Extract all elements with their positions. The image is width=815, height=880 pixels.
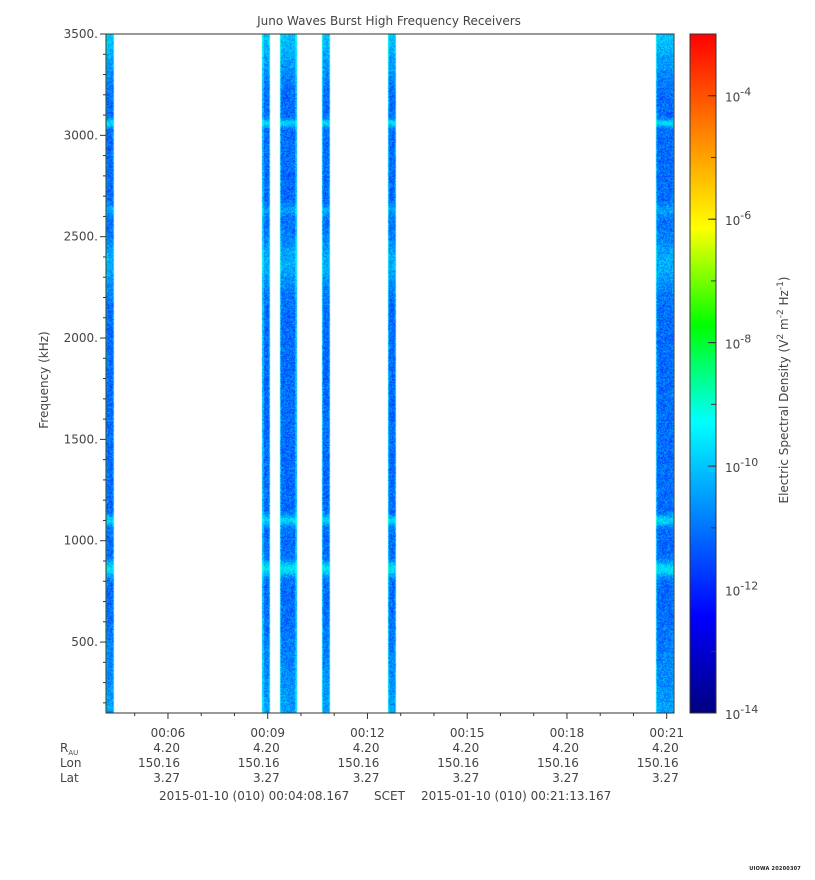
end-time: 2015-01-10 (010) 00:21:13.167 <box>421 789 612 803</box>
y-tick-label: 3500. <box>64 27 98 41</box>
ephemeris-value: 4.20 <box>253 741 280 755</box>
scet-label: SCET <box>374 789 405 803</box>
ephemeris-value: 3.27 <box>153 771 180 785</box>
ephemeris-row-label-sub: AU <box>68 749 78 757</box>
x-tick-label: 00:15 <box>450 726 485 740</box>
x-tick-label: 00:06 <box>151 726 186 740</box>
y-tick-label: 3000. <box>64 128 98 142</box>
start-time: 2015-01-10 (010) 00:04:08.167 <box>159 789 350 803</box>
ephemeris-value: 3.27 <box>552 771 579 785</box>
ephemeris-value: 4.20 <box>552 741 579 755</box>
colorbar-label: Electric Spectral Density (V2 m-2 Hz-1) <box>776 276 791 503</box>
y-tick-label: 500. <box>71 635 98 649</box>
ephemeris-value: 4.20 <box>353 741 380 755</box>
colorbar-tick-label: 10-6 <box>725 209 751 228</box>
chart-title: Juno Waves Burst High Frequency Receiver… <box>256 14 521 28</box>
ephemeris-row-label: Lon <box>60 756 81 770</box>
y-tick-label: 1000. <box>64 534 98 548</box>
ephemeris-value: 4.20 <box>153 741 180 755</box>
ephemeris-value: 4.20 <box>652 741 679 755</box>
colorbar-tick-label: 10-10 <box>725 456 758 475</box>
plot-frame <box>105 33 675 714</box>
ephemeris-value: 150.16 <box>637 756 679 770</box>
ephemeris-row-label: Lat <box>60 771 79 785</box>
colorbar-tick-label: 10-12 <box>725 580 758 599</box>
ephemeris-value: 150.16 <box>238 756 280 770</box>
y-axis-label: Frequency (kHz) <box>37 331 51 428</box>
ephemeris-row-label: RAU <box>60 741 78 757</box>
spectrogram-raster <box>106 34 674 713</box>
colorbar-tick-label: 10-4 <box>725 86 751 105</box>
y-tick-label: 2500. <box>64 230 98 244</box>
ephemeris-value: 150.16 <box>537 756 579 770</box>
x-tick-label: 00:21 <box>649 726 684 740</box>
y-tick-label: 1500. <box>64 432 98 446</box>
colorbar-tick-label: 10-14 <box>725 703 758 722</box>
x-tick-label: 00:09 <box>250 726 285 740</box>
ephemeris-value: 150.16 <box>437 756 479 770</box>
x-tick-label: 00:12 <box>350 726 385 740</box>
ephemeris-value: 150.16 <box>337 756 379 770</box>
ephemeris-value: 3.27 <box>253 771 280 785</box>
colorbar-tick-label: 10-8 <box>725 333 751 352</box>
axes: 500. 1000. 1500. 2000. 2500. 3000. 3500. 00:06 0… <box>60 27 684 785</box>
ephemeris-value: 4.20 <box>452 741 479 755</box>
watermark-text: UIOWA 20200307 <box>749 866 801 872</box>
colorbar: 10-4 10-6 10-8 10-10 10-12 10-14 Electric Spec… <box>689 33 791 722</box>
ephemeris-value: 3.27 <box>652 771 679 785</box>
colorbar-gradient <box>689 33 717 714</box>
ephemeris-value: 3.27 <box>353 771 380 785</box>
plot-area <box>105 33 675 714</box>
ephemeris-value: 150.16 <box>138 756 180 770</box>
y-tick-label: 2000. <box>64 331 98 345</box>
ephemeris-value: 3.27 <box>452 771 479 785</box>
x-tick-label: 00:18 <box>550 726 585 740</box>
